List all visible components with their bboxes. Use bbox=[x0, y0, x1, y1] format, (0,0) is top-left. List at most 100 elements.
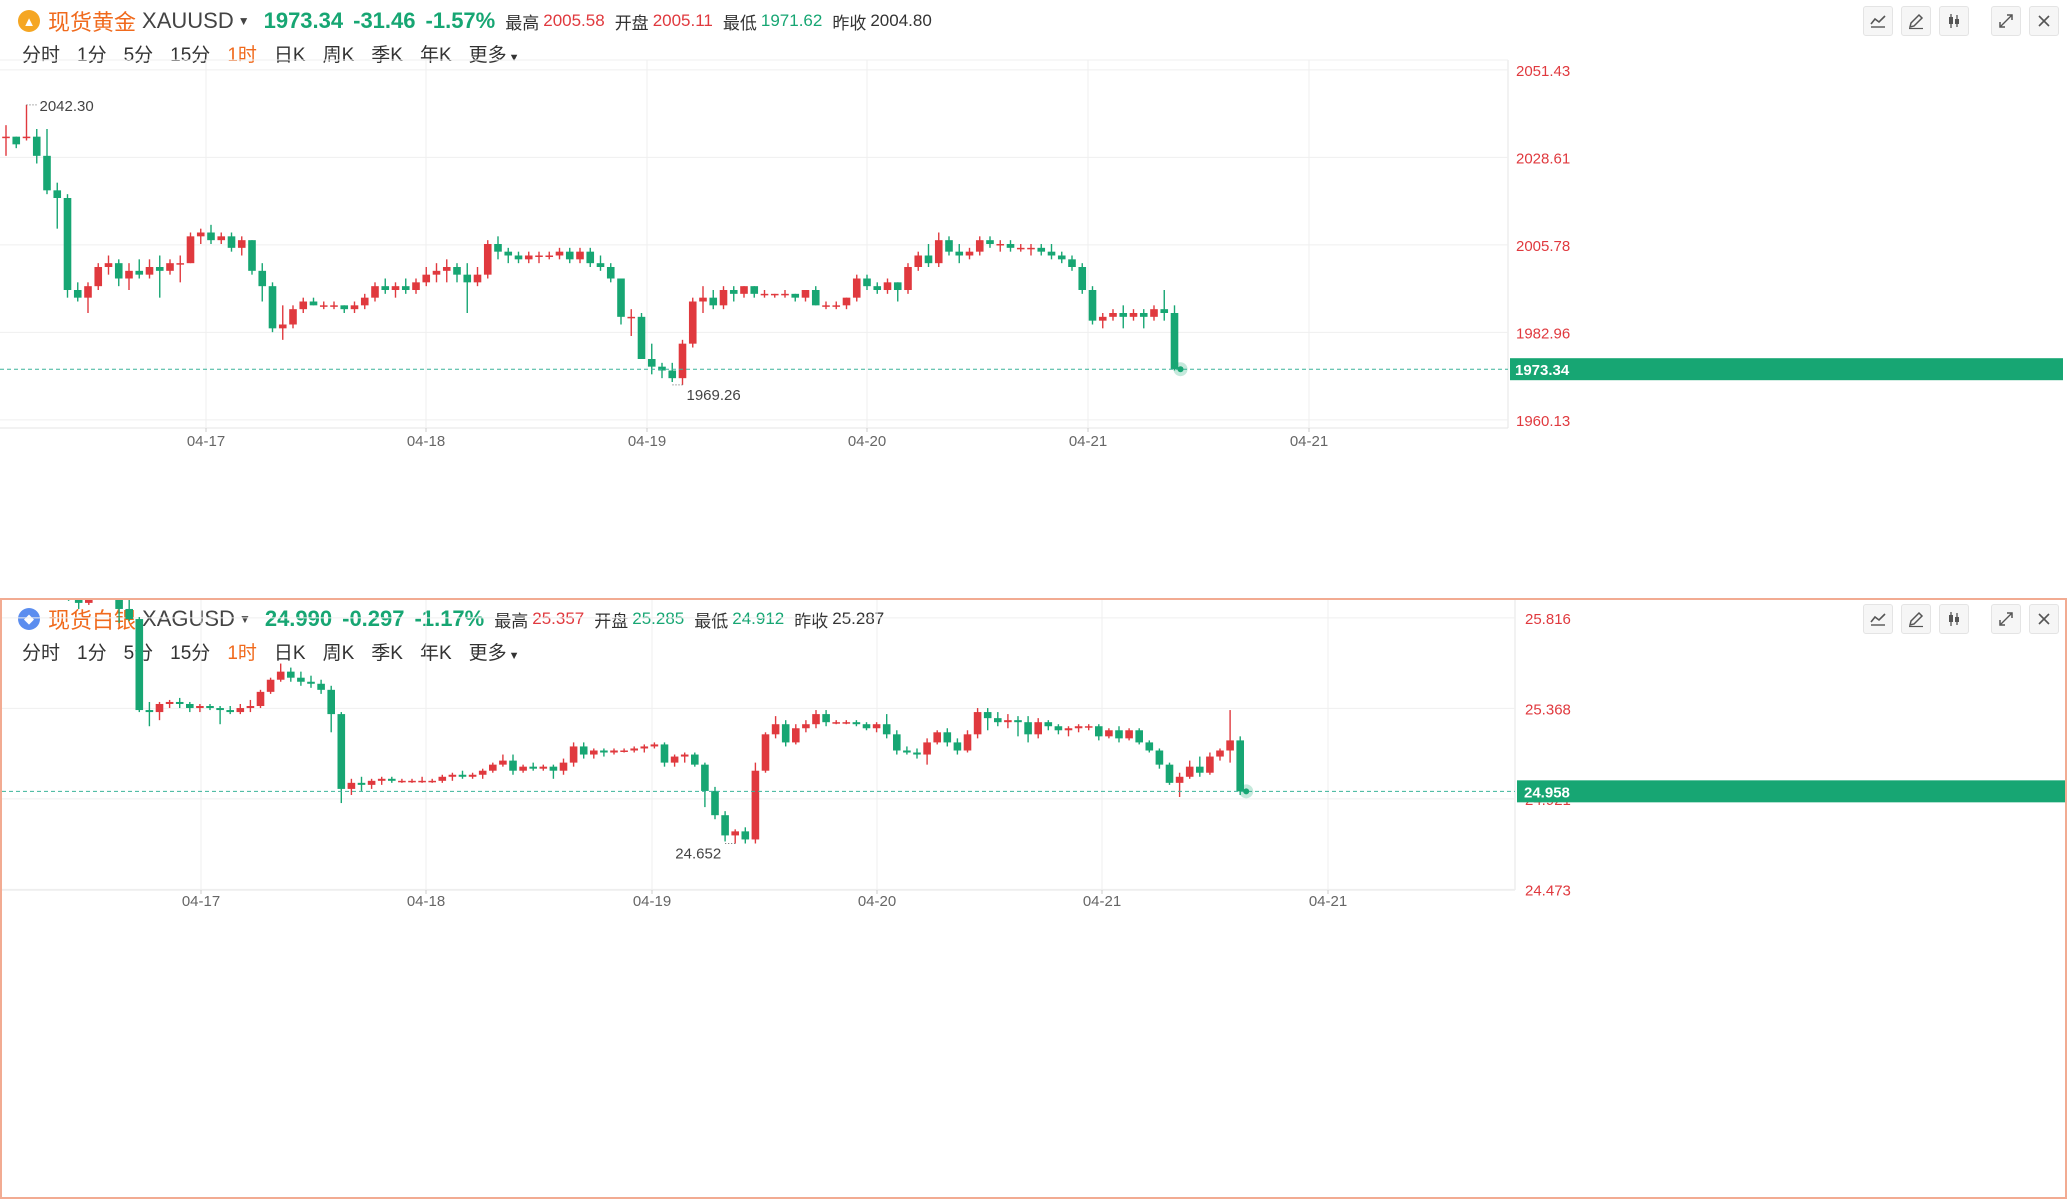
candle-body bbox=[852, 722, 861, 725]
candle bbox=[1139, 309, 1148, 329]
candle bbox=[309, 297, 318, 306]
candle-body bbox=[337, 714, 346, 789]
candle-body bbox=[1088, 290, 1097, 321]
symbol-dropdown-icon[interactable]: ▼ bbox=[237, 14, 250, 28]
candle bbox=[711, 786, 719, 820]
high-value: 25.357 bbox=[532, 609, 585, 628]
tab-daily[interactable]: 日K bbox=[273, 643, 306, 664]
tab-1h[interactable]: 1时 bbox=[227, 45, 257, 66]
candle-body bbox=[94, 267, 103, 287]
candle-body bbox=[579, 746, 588, 755]
candle bbox=[367, 778, 376, 789]
candle-body bbox=[483, 244, 492, 275]
candle bbox=[519, 764, 527, 773]
tab-yearly[interactable]: 年K bbox=[419, 45, 452, 66]
tab-1h[interactable]: 1时 bbox=[227, 643, 257, 664]
draw-icon[interactable] bbox=[1901, 604, 1931, 634]
candle-body bbox=[660, 744, 669, 763]
candle bbox=[771, 716, 780, 739]
candle-body bbox=[811, 290, 820, 306]
candle-body bbox=[600, 750, 608, 753]
candle bbox=[660, 742, 669, 767]
tab-weekly[interactable]: 周K bbox=[322, 643, 355, 664]
candle-body bbox=[145, 267, 154, 275]
last-price-tag-label: 24.958 bbox=[1524, 784, 1570, 801]
candle-body bbox=[412, 282, 420, 290]
instrument-name[interactable]: 现货黄金 bbox=[48, 10, 137, 35]
candle bbox=[953, 738, 962, 755]
candle bbox=[468, 772, 477, 779]
indicator-icon[interactable] bbox=[1863, 604, 1893, 634]
candle-body bbox=[617, 278, 625, 317]
candle bbox=[509, 754, 517, 775]
tab-5m[interactable]: 5分 bbox=[123, 45, 154, 66]
candle-body bbox=[832, 722, 840, 724]
candle bbox=[883, 278, 892, 294]
draw-icon[interactable] bbox=[1901, 6, 1931, 36]
candle-body bbox=[1115, 730, 1123, 739]
candle-body bbox=[317, 683, 325, 690]
tab-1m[interactable]: 1分 bbox=[77, 643, 107, 664]
candle bbox=[388, 776, 396, 783]
candle-body bbox=[176, 263, 185, 265]
candle-body bbox=[514, 255, 523, 260]
candle-body bbox=[381, 286, 390, 290]
x-tick-label: 04-21 bbox=[1083, 893, 1121, 910]
candle-body bbox=[913, 752, 921, 755]
candle-body bbox=[1014, 720, 1022, 723]
gold-candlestick-chart[interactable]: 2051.43 2028.61 2005.78 1982.96 1960.13 04-17… bbox=[0, 0, 2067, 598]
candle-body bbox=[701, 764, 709, 791]
candle-body bbox=[680, 754, 689, 757]
candle-body bbox=[186, 236, 195, 264]
candle-body bbox=[330, 305, 338, 307]
tab-weekly[interactable]: 周K bbox=[322, 45, 355, 66]
tab-daily[interactable]: 日K bbox=[273, 45, 306, 66]
candle-body bbox=[903, 750, 911, 753]
candle-body bbox=[448, 774, 457, 777]
tab-fenshi[interactable]: 分时 bbox=[22, 45, 61, 66]
fullscreen-icon[interactable] bbox=[1991, 604, 2021, 634]
tab-fenshi[interactable]: 分时 bbox=[22, 643, 61, 664]
candle bbox=[832, 720, 840, 725]
candle-type-icon[interactable] bbox=[1939, 6, 1969, 36]
candle bbox=[155, 255, 164, 298]
tab-15m[interactable]: 15分 bbox=[170, 45, 211, 66]
x-tick-label: 04-17 bbox=[182, 893, 220, 910]
tab-more[interactable]: 更多 ▼ bbox=[469, 40, 520, 67]
candle-body bbox=[761, 734, 770, 771]
tab-15m[interactable]: 15分 bbox=[170, 643, 211, 664]
tab-1m[interactable]: 1分 bbox=[77, 45, 107, 66]
instrument-symbol[interactable]: XAGUSD bbox=[142, 606, 235, 631]
indicator-icon[interactable] bbox=[1863, 6, 1893, 36]
close-icon[interactable] bbox=[2029, 6, 2059, 36]
candle-body bbox=[741, 831, 750, 840]
candle-body bbox=[883, 282, 892, 290]
candle-body bbox=[246, 706, 255, 709]
candle bbox=[924, 244, 933, 267]
silver-logo-icon: ◆ bbox=[18, 608, 40, 630]
candle bbox=[350, 301, 359, 313]
candle-type-icon[interactable] bbox=[1939, 604, 1969, 634]
tab-yearly[interactable]: 年K bbox=[419, 643, 452, 664]
candle bbox=[1160, 290, 1169, 321]
instrument-symbol[interactable]: XAUUSD bbox=[142, 8, 234, 33]
candle-body bbox=[418, 780, 426, 783]
low-value: 1971.62 bbox=[760, 11, 823, 30]
tab-more[interactable]: 更多 ▼ bbox=[469, 638, 520, 665]
candle-body bbox=[22, 136, 31, 139]
silver-candlestick-chart[interactable]: 26.26425.81625.36824.92124.47304-1704-18… bbox=[2, 600, 2065, 1197]
symbol-dropdown-icon[interactable]: ▼ bbox=[238, 612, 251, 626]
candle bbox=[658, 362, 666, 379]
tab-quarterly[interactable]: 季K bbox=[371, 643, 403, 664]
candle bbox=[620, 748, 628, 753]
close-icon[interactable] bbox=[2029, 604, 2059, 634]
candle bbox=[986, 236, 994, 248]
candle-body bbox=[347, 782, 356, 789]
candle bbox=[955, 244, 964, 264]
fullscreen-icon[interactable] bbox=[1991, 6, 2021, 36]
instrument-name[interactable]: 现货白银 bbox=[48, 608, 137, 633]
candle-body bbox=[1054, 726, 1063, 731]
tab-quarterly[interactable]: 季K bbox=[371, 45, 403, 66]
candle bbox=[529, 762, 537, 771]
candle-body bbox=[699, 297, 707, 302]
